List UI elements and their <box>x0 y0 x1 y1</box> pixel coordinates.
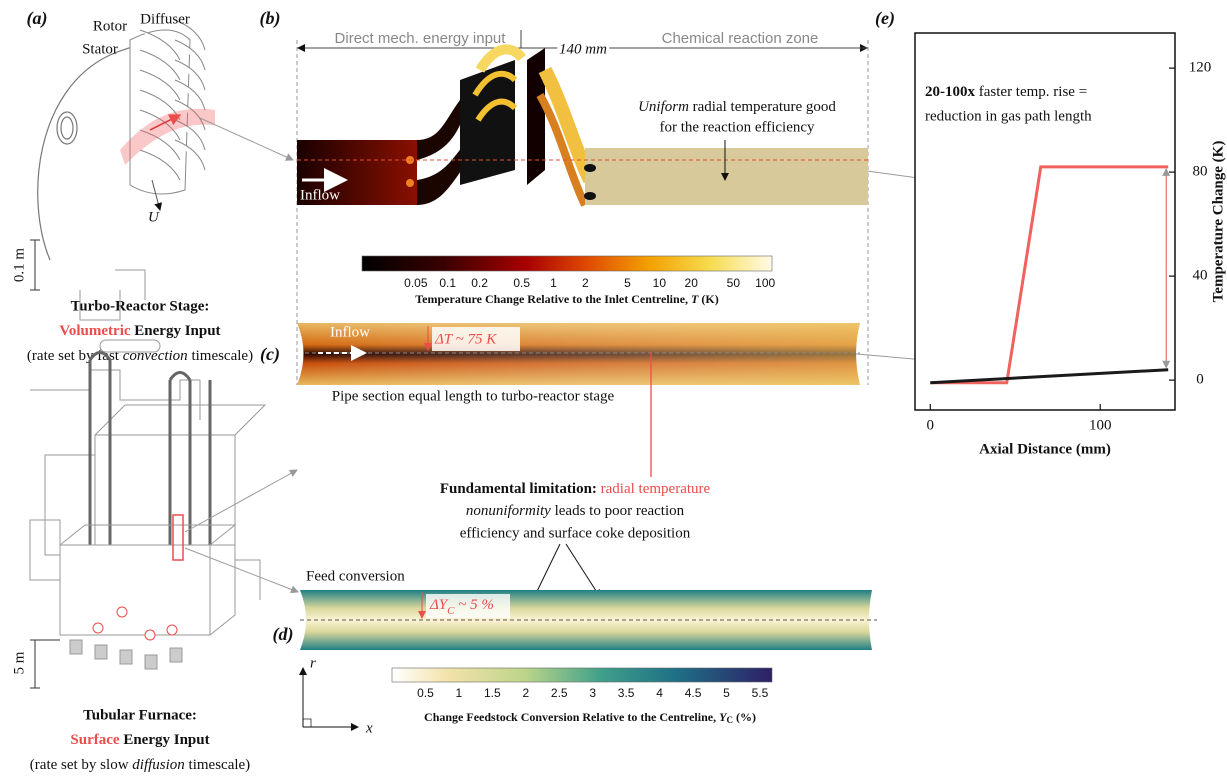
x-axis-label: Axial Distance (mm) <box>979 441 1111 457</box>
colorbar-tick-label: 0.2 <box>471 276 488 290</box>
colorbar-tick-label: 50 <box>727 276 741 290</box>
limitation-emph: nonuniformity <box>466 503 551 519</box>
axis-glyph-label: r <box>310 655 316 671</box>
limitation-line: nonuniformity leads to poor reaction <box>466 503 685 519</box>
colorbar-tick-label: 1 <box>456 686 463 700</box>
colorbar: 0.5 1 1.5 2 2.5 3 3.5 4 4.5 5 5.5 <box>392 668 772 700</box>
colorbar-tick-label: 0.5 <box>417 686 434 700</box>
pipe-caption: Feed conversion <box>306 568 405 584</box>
note-line: Uniform radial temperature good <box>638 99 836 115</box>
stator-label: Stator <box>82 41 118 57</box>
chart: 0 40 80 120 0 100 Axial Distance (mm) Temperatu… <box>915 33 1226 457</box>
callout-arrow <box>566 544 600 597</box>
inflow-label: Inflow <box>330 324 370 340</box>
colorbar: 0.05 0.1 0.2 0.5 1 2 5 10 20 50 100 <box>362 256 776 290</box>
scale-label: 5 m <box>11 651 27 674</box>
caption-text: (rate set by slow <box>30 757 132 773</box>
annotation-text: faster temp. rise = <box>975 84 1087 100</box>
colorbar-title-text: Change Feedstock Conversion Relative to … <box>424 710 719 724</box>
colorbar-tick-label: 5.5 <box>752 686 769 700</box>
caption-line: Surface Energy Input <box>70 732 209 748</box>
panel-label: (e) <box>875 8 895 29</box>
zone-label: Chemical reaction zone <box>662 30 819 47</box>
limitation-text: leads to poor reaction <box>551 503 685 519</box>
colorbar-tick-label: 4.5 <box>685 686 702 700</box>
caption-title: Tubular Furnace: <box>83 707 197 723</box>
panel-label: (b) <box>260 8 281 29</box>
velocity-label: U <box>480 121 492 137</box>
limitation-line: Fundamental limitation: radial temperatu… <box>440 481 711 497</box>
colorbar-tick-label: 2 <box>582 276 589 290</box>
caption-title: Turbo-Reactor Stage: <box>71 298 210 314</box>
limitation-emph: Fundamental limitation: <box>440 481 597 497</box>
pipe-temperature <box>297 323 860 385</box>
note-emph: Uniform <box>638 99 689 115</box>
colorbar-tick-label: 100 <box>755 276 775 290</box>
colorbar-title: Change Feedstock Conversion Relative to … <box>424 710 756 725</box>
panel-label: (a) <box>27 8 48 29</box>
figure: (a) Rotor Diffuser Stator 0.1 m U Turbo-… <box>0 0 1227 778</box>
y-tick-label: 80 <box>1193 164 1208 180</box>
colorbar-title: Temperature Change Relative to the Inlet… <box>415 292 718 306</box>
rotor-label: Rotor <box>471 145 505 161</box>
delta-text: ΔY <box>429 597 449 613</box>
length-label: 140 mm <box>559 41 607 57</box>
pipe-caption: Pipe section equal length to turbo-react… <box>332 388 615 404</box>
y-tick-label: 0 <box>1196 372 1204 388</box>
colorbar-title-text: (K) <box>698 292 718 306</box>
pipe-conversion <box>300 590 877 650</box>
colorbar-tick-label: 2 <box>522 686 529 700</box>
colorbar-tick-label: 1.5 <box>484 686 501 700</box>
panel-label: (d) <box>273 624 294 645</box>
limitation-line: efficiency and surface coke deposition <box>460 525 691 541</box>
colorbar-title-text: (%) <box>733 710 756 724</box>
annotation: reduction in gas path length <box>925 108 1092 124</box>
caption-text: timescale) <box>185 757 250 773</box>
caption-line: (rate set by slow diffusion timescale) <box>30 757 250 773</box>
colorbar-title-text: Temperature Change Relative to the Inlet… <box>415 292 691 306</box>
delta-text: ~ 5 % <box>455 597 494 613</box>
axis-glyph-label: x <box>365 720 373 736</box>
x-tick-label: 100 <box>1089 417 1112 433</box>
limitation-red: radial temperature <box>597 481 711 497</box>
y-tick-label: 40 <box>1193 268 1208 284</box>
caption-text: Energy Input <box>131 323 221 339</box>
scale-label: 0.1 m <box>11 248 27 283</box>
caption-emph: Volumetric <box>59 323 130 339</box>
velocity-label: U <box>148 209 160 225</box>
y-axis-label: Temperature Change (K) <box>1210 141 1226 303</box>
annotation-emph: 20-100x <box>925 84 975 100</box>
note-line: for the reaction efficiency <box>659 119 815 135</box>
rotor-label: Rotor <box>93 18 127 34</box>
turbo-sketch <box>30 20 215 290</box>
colorbar-tick-label: 10 <box>653 276 667 290</box>
colorbar-tick-label: 3.5 <box>618 686 635 700</box>
colorbar-tick-label: 0.1 <box>439 276 456 290</box>
colorbar-tick-label: 5 <box>723 686 730 700</box>
delta-label: ΔT ~ 75 K <box>434 331 497 347</box>
y-tick-label: 120 <box>1189 60 1212 76</box>
colorbar-tick-label: 20 <box>685 276 699 290</box>
colorbar-tick-label: 5 <box>624 276 631 290</box>
colorbar-tick-label: 3 <box>589 686 596 700</box>
axes-glyph <box>303 668 358 727</box>
caption-line: Volumetric Energy Input <box>59 323 220 339</box>
note-text: radial temperature good <box>689 99 837 115</box>
annotation: 20-100x faster temp. rise = <box>925 84 1087 100</box>
caption-emph: Surface <box>70 732 119 748</box>
colorbar-tick-label: 0.5 <box>513 276 530 290</box>
panel-label: (c) <box>260 344 280 365</box>
x-tick-label: 0 <box>927 417 935 433</box>
caption-emph: diffusion <box>132 757 185 773</box>
colorbar-tick-label: 1 <box>550 276 557 290</box>
colorbar-tick-label: 0.05 <box>404 276 428 290</box>
colorbar-tick-label: 2.5 <box>551 686 568 700</box>
caption-text: Energy Input <box>120 732 210 748</box>
caption-text: timescale) <box>188 348 253 364</box>
inflow-label: Inflow <box>300 187 340 203</box>
colorbar-tick-label: 4 <box>656 686 663 700</box>
zone-label: Direct mech. energy input <box>335 30 507 47</box>
diffuser-label: Diffuser <box>140 11 190 27</box>
